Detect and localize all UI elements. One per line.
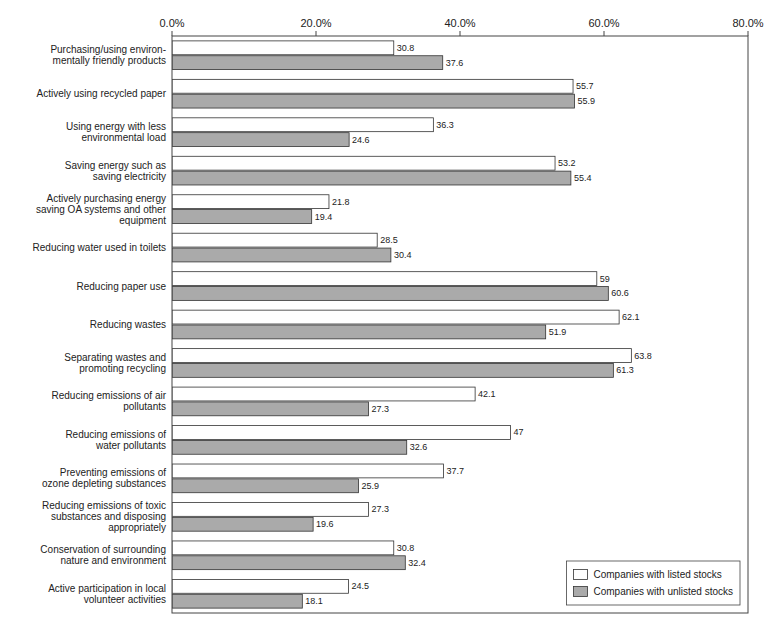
tick-mark bbox=[316, 31, 317, 36]
bar bbox=[172, 325, 546, 339]
bar bbox=[172, 79, 573, 93]
data-label: 24.6 bbox=[352, 135, 370, 145]
bars bbox=[172, 41, 631, 608]
plot-frame bbox=[172, 36, 748, 613]
bar bbox=[172, 517, 313, 531]
data-label: 28.5 bbox=[380, 235, 398, 245]
tick-label: 80.0% bbox=[732, 17, 763, 29]
bar bbox=[172, 594, 302, 608]
data-label: 60.6 bbox=[611, 288, 629, 298]
category-label: Reducing emissions of toxicsubstances an… bbox=[42, 500, 166, 533]
data-label: 25.9 bbox=[361, 481, 379, 491]
data-label: 19.6 bbox=[316, 519, 334, 529]
bar bbox=[172, 502, 369, 516]
bar bbox=[172, 287, 608, 301]
bar bbox=[172, 41, 394, 55]
bar bbox=[172, 387, 475, 401]
bar bbox=[172, 118, 433, 132]
data-label: 55.9 bbox=[577, 96, 595, 106]
data-label: 37.6 bbox=[446, 58, 464, 68]
legend: Companies with listed stocks Companies wi… bbox=[566, 561, 740, 605]
tick-label: 0.0% bbox=[159, 17, 184, 29]
data-label: 27.3 bbox=[372, 504, 390, 514]
bar bbox=[172, 156, 555, 170]
data-label: 62.1 bbox=[622, 312, 640, 322]
plot-area bbox=[172, 36, 748, 613]
tick-mark bbox=[460, 31, 461, 36]
bar bbox=[172, 349, 631, 363]
chart: 0.0% 20.0% 40.0% 60.0% 80.0% Active participa… bbox=[0, 0, 770, 625]
bar bbox=[172, 440, 407, 454]
category-label: Using energy with lessenvironmental load bbox=[66, 121, 166, 143]
category-label: Conservation of surroundingnature and en… bbox=[40, 544, 166, 566]
data-label: 61.3 bbox=[616, 365, 634, 375]
bar bbox=[172, 464, 443, 478]
data-label: 55.7 bbox=[576, 81, 594, 91]
bar bbox=[172, 579, 348, 593]
data-label: 30.4 bbox=[394, 250, 412, 260]
category-label: Saving energy such assaving electricity bbox=[65, 160, 166, 182]
data-label: 27.3 bbox=[372, 404, 390, 414]
data-label: 47 bbox=[513, 427, 523, 437]
data-label: 42.1 bbox=[478, 389, 496, 399]
bar bbox=[172, 248, 391, 262]
data-label: 55.4 bbox=[574, 173, 592, 183]
data-label: 53.2 bbox=[558, 158, 576, 168]
data-label: 21.8 bbox=[332, 197, 350, 207]
legend-frame bbox=[566, 561, 740, 605]
chart-container: 0.0% 20.0% 40.0% 60.0% 80.0% Active participa… bbox=[0, 0, 770, 625]
category-label: Active participation in localvolunteer a… bbox=[48, 583, 166, 605]
bar bbox=[172, 310, 619, 324]
data-label: 30.8 bbox=[397, 43, 415, 53]
data-label: 32.4 bbox=[408, 558, 426, 568]
tick-mark bbox=[172, 31, 173, 36]
tick-mark bbox=[748, 31, 749, 36]
tick-label: 20.0% bbox=[300, 17, 331, 29]
bar bbox=[172, 402, 369, 416]
bar bbox=[172, 479, 358, 493]
legend-swatch bbox=[573, 570, 587, 580]
data-label: 30.8 bbox=[397, 543, 415, 553]
category-label: Separating wastes andpromoting recycling bbox=[64, 352, 166, 374]
data-label: 18.1 bbox=[305, 596, 323, 606]
bar bbox=[172, 133, 349, 147]
category-label: Actively purchasing energysaving OA syst… bbox=[36, 193, 167, 226]
bar bbox=[172, 541, 394, 555]
bar bbox=[172, 272, 597, 286]
data-label: 63.8 bbox=[634, 351, 652, 361]
bar bbox=[172, 171, 571, 185]
category-label: Reducing wastes bbox=[90, 319, 166, 330]
bar bbox=[172, 233, 377, 247]
data-label: 19.4 bbox=[315, 212, 333, 222]
tick-label: 60.0% bbox=[588, 17, 619, 29]
bar bbox=[172, 426, 510, 440]
data-label: 51.9 bbox=[549, 327, 567, 337]
category-label: Reducing paper use bbox=[76, 281, 166, 292]
category-label: Purchasing/using environ-mentally friend… bbox=[50, 44, 166, 66]
category-label: Reducing emissions of airpollutants bbox=[52, 390, 167, 412]
bar bbox=[172, 94, 574, 108]
bar bbox=[172, 363, 613, 377]
tick-label: 40.0% bbox=[444, 17, 475, 29]
tick-mark bbox=[604, 31, 605, 36]
data-label: 32.6 bbox=[410, 442, 428, 452]
bar bbox=[172, 195, 329, 209]
legend-swatch bbox=[573, 587, 587, 597]
data-label: 37.7 bbox=[446, 466, 464, 476]
category-label: Actively using recycled paper bbox=[36, 88, 166, 99]
bar bbox=[172, 210, 312, 224]
category-label: Reducing emissions ofwater pollutants bbox=[65, 429, 166, 451]
bar bbox=[172, 56, 443, 70]
data-label: 24.5 bbox=[351, 581, 369, 591]
bar bbox=[172, 556, 405, 570]
category-label: Preventing emissions ofozone depleting s… bbox=[42, 467, 166, 489]
legend-label: Companies with unlisted stocks bbox=[593, 586, 733, 597]
data-label: 36.3 bbox=[436, 120, 454, 130]
category-label: Reducing water used in toilets bbox=[33, 242, 166, 253]
data-label: 59 bbox=[600, 274, 610, 284]
legend-label: Companies with listed stocks bbox=[593, 569, 721, 580]
